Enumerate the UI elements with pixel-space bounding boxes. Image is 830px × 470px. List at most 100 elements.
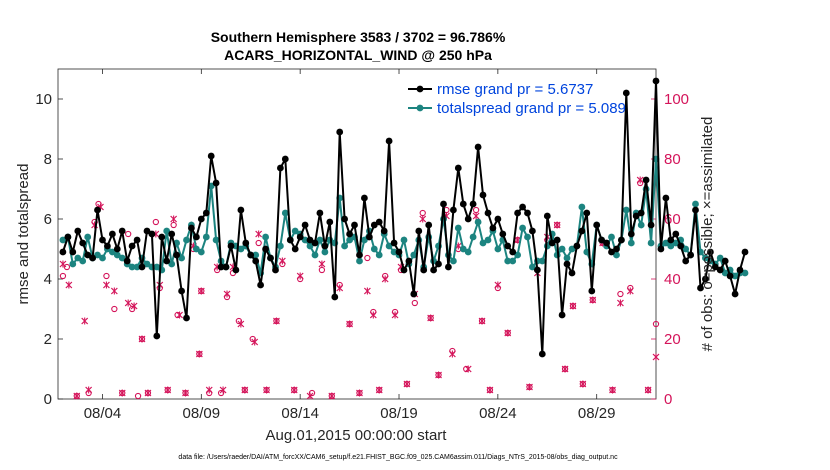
totalspread-point xyxy=(390,248,398,256)
rmse-point xyxy=(608,248,615,256)
rmse-point xyxy=(543,212,551,220)
totalspread-point xyxy=(84,233,92,241)
rmse-point xyxy=(667,236,675,244)
y-right-tick-label: 0 xyxy=(664,391,672,408)
rmse-point xyxy=(262,245,269,253)
obs-assimilated-marker xyxy=(138,335,146,343)
totalspread-point xyxy=(277,242,284,250)
obs-assimilated-marker xyxy=(561,365,569,373)
rmse-point xyxy=(682,257,690,265)
y-left-tick-label: 0 xyxy=(44,391,52,408)
rmse-point xyxy=(538,350,546,358)
rmse-point xyxy=(613,245,620,253)
rmse-point xyxy=(435,260,442,268)
obs-possible-marker xyxy=(652,320,660,328)
obs-possible-marker xyxy=(308,389,316,397)
rmse-point xyxy=(237,206,245,214)
rmse-point xyxy=(64,233,72,241)
obs-assimilated-marker xyxy=(504,329,512,337)
obs-assimilated-marker xyxy=(391,311,399,319)
obs-assimilated-marker xyxy=(448,350,456,358)
totalspread-point xyxy=(410,251,418,259)
rmse-point xyxy=(677,242,685,250)
rmse-point xyxy=(588,287,596,295)
rmse-series xyxy=(59,77,749,358)
obs-assimilated-marker xyxy=(381,275,389,283)
obs-assimilated-marker xyxy=(328,392,336,400)
totalspread-point xyxy=(178,254,186,262)
totalspread-point xyxy=(385,242,393,250)
totalspread-point xyxy=(479,239,487,247)
obs-possible-marker xyxy=(95,200,102,208)
obs-assimilated-marker xyxy=(609,386,616,394)
obs-possible-marker xyxy=(170,221,177,229)
rmse-point xyxy=(74,227,82,235)
rmse-point xyxy=(603,239,610,247)
rmse-point xyxy=(291,245,299,253)
obs-possible-marker xyxy=(152,218,160,226)
rmse-point xyxy=(593,221,601,229)
x-tick-label: 08/14 xyxy=(281,405,319,422)
totalspread-point xyxy=(143,260,151,268)
rmse-point xyxy=(519,203,526,211)
rmse-point xyxy=(415,227,423,235)
obs-assimilated-marker xyxy=(579,380,587,388)
rmse-point xyxy=(361,194,368,202)
x-axis-label: Aug.01,2015 00:00:00 start xyxy=(266,427,448,444)
obs-assimilated-marker xyxy=(616,299,624,307)
obs-possible-marker xyxy=(59,272,67,280)
rmse-point xyxy=(400,266,408,274)
rmse-point xyxy=(207,152,215,160)
rmse-point xyxy=(563,260,571,268)
totalspread-point xyxy=(361,236,368,244)
totalspread-point xyxy=(469,233,477,241)
rmse-point xyxy=(459,200,467,208)
chart-title-line1: Southern Hemisphere 3583 / 3702 = 96.786… xyxy=(211,29,506,45)
totalspread-point xyxy=(484,236,492,244)
totalspread-point xyxy=(109,248,116,256)
rmse-point xyxy=(642,176,650,184)
totalspread-point xyxy=(281,209,289,217)
totalspread-point xyxy=(113,251,121,259)
rmse-point xyxy=(553,236,561,244)
obs-possible-marker xyxy=(111,305,118,313)
obs-assimilated-marker xyxy=(164,386,172,394)
totalspread-point xyxy=(627,239,635,247)
obs-assimilated-marker xyxy=(182,389,189,397)
totalspread-point xyxy=(356,257,363,265)
rmse-point xyxy=(257,281,264,289)
rmse-point xyxy=(336,128,344,136)
rmse-point xyxy=(499,230,507,238)
rmse-point xyxy=(193,233,200,241)
x-tick-label: 08/09 xyxy=(183,405,221,422)
rmse-point xyxy=(311,239,319,247)
obs-assimilated-marker xyxy=(144,389,152,397)
totalspread-point xyxy=(647,239,655,247)
rmse-point xyxy=(267,254,274,262)
rmse-point xyxy=(143,227,151,235)
totalspread-point xyxy=(370,245,378,253)
obs-possible-marker xyxy=(249,335,256,343)
rmse-point xyxy=(69,248,77,256)
chart-title-line2: ACARS_HORIZONTAL_WIND @ 250 hPa xyxy=(224,47,492,63)
rmse-point xyxy=(173,251,181,259)
rmse-point xyxy=(707,248,714,256)
obs-assimilated-marker xyxy=(273,317,280,325)
totalspread-point xyxy=(237,245,245,253)
totalspread-point xyxy=(306,242,314,250)
legend-label: rmse grand pr = 5.6737 xyxy=(437,81,593,98)
totalspread-point xyxy=(608,233,615,241)
totalspread-point xyxy=(529,263,536,271)
totalspread-point xyxy=(291,227,299,235)
rmse-point xyxy=(370,221,378,229)
obs-assimilated-marker xyxy=(419,215,427,223)
y-axis-right: 0 20 40 60 80 100 xyxy=(651,91,689,408)
rmse-point xyxy=(178,287,186,295)
obs-assimilated-marker xyxy=(569,302,577,310)
totalspread-point xyxy=(321,248,329,256)
rmse-point xyxy=(494,215,502,223)
rmse-point xyxy=(726,272,734,280)
obs-assimilated-marker xyxy=(369,311,377,319)
rmse-point xyxy=(721,257,729,265)
totalspread-point xyxy=(568,245,576,253)
